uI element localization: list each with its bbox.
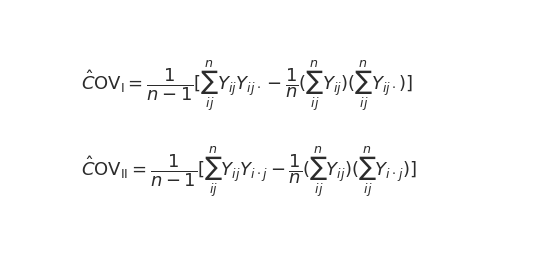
Text: $\hat{C}\mathrm{OV}_{\mathrm{I}} = \dfrac{1}{n-1}[\sum_{ij}^{n} Y_{ij}Y_{ij\cdot: $\hat{C}\mathrm{OV}_{\mathrm{I}} = \dfra… <box>81 58 413 113</box>
Text: $\hat{C}\mathrm{OV}_{\mathrm{II}} = \dfrac{1}{n-1}[\sum_{ij}^{n} Y_{ij}Y_{i\cdot: $\hat{C}\mathrm{OV}_{\mathrm{II}} = \dfr… <box>81 144 417 199</box>
